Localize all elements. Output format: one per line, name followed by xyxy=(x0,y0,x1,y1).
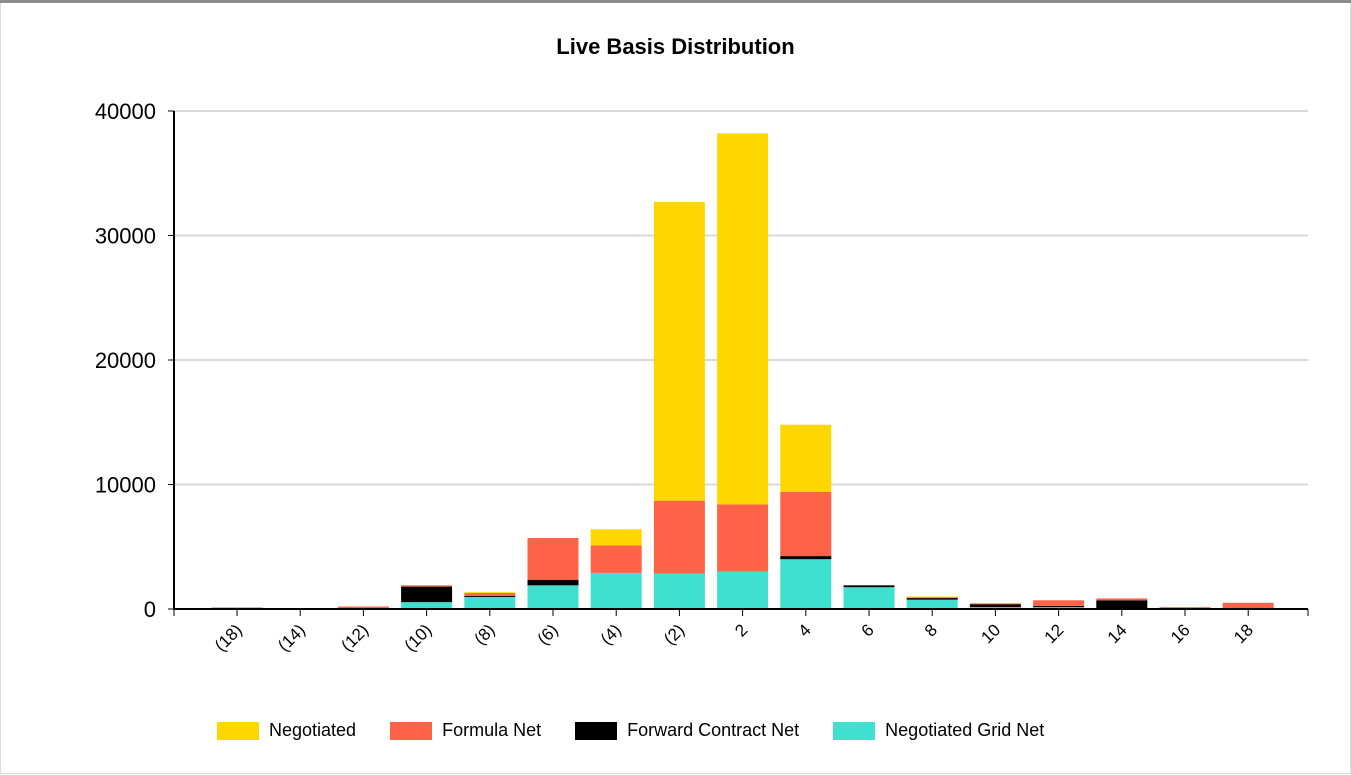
bar-segment xyxy=(401,585,453,587)
y-tick-label: 0 xyxy=(144,597,156,622)
y-tick-label: 10000 xyxy=(95,473,156,498)
legend-swatch xyxy=(390,721,433,740)
bar-segment xyxy=(906,597,958,599)
bar-segment xyxy=(1033,600,1085,606)
y-tick-label: 30000 xyxy=(95,224,156,249)
y-tick-labels: 0 10000 20000 30000 40000 xyxy=(95,99,156,622)
y-tick-label: 20000 xyxy=(95,348,156,373)
x-tick-label: 18 xyxy=(1230,620,1257,647)
legend: Negotiated Formula Net Forward Contract Ne… xyxy=(217,720,1078,741)
x-tick-label: (2) xyxy=(660,620,688,648)
bar-segment xyxy=(969,604,1021,608)
x-tick-label: 4 xyxy=(794,620,814,640)
bar-segment xyxy=(780,491,832,557)
x-tick-labels: (18) (14) (12) (10) (8) (6) (4) (2) 2 4 6 8 10 12 14 16… xyxy=(211,620,1257,655)
bars xyxy=(211,133,1274,610)
bar-segment xyxy=(843,585,895,588)
x-tick-label: 2 xyxy=(731,620,751,640)
x-tick-label: (8) xyxy=(470,620,498,648)
x-tick-label: 6 xyxy=(858,620,878,640)
bar-segment xyxy=(717,571,769,609)
x-tick-label: (6) xyxy=(534,620,562,648)
bar-segment xyxy=(906,597,958,600)
legend-item: Negotiated Grid Net xyxy=(833,720,1044,741)
bar-segment xyxy=(717,504,769,572)
bar-segment xyxy=(1222,602,1274,609)
bar-segment xyxy=(969,603,1021,605)
x-tick-label: (4) xyxy=(597,620,625,648)
x-tick-label: 8 xyxy=(921,620,941,640)
bar-segment xyxy=(527,585,579,609)
bar-segment xyxy=(1096,598,1148,601)
bar-segment xyxy=(464,592,516,594)
x-tick-label: (10) xyxy=(401,620,436,655)
bar-segment xyxy=(780,559,832,609)
bar-segment xyxy=(527,538,579,580)
bar-segment xyxy=(464,595,516,597)
legend-label: Forward Contract Net xyxy=(627,720,800,740)
legend-swatch xyxy=(833,721,876,740)
x-tick-label: 14 xyxy=(1104,620,1131,647)
bar-segment xyxy=(464,592,516,596)
bar-segment xyxy=(843,587,895,609)
bar-segment xyxy=(653,500,705,574)
bar-segment xyxy=(653,573,705,609)
bar-segment xyxy=(527,579,579,586)
bar-segment xyxy=(780,424,832,492)
bar-segment xyxy=(1033,605,1085,608)
bar-segment xyxy=(337,606,389,609)
bar-segment xyxy=(780,556,832,560)
bar-segment xyxy=(401,602,453,609)
legend-label: Negotiated Grid Net xyxy=(885,720,1045,740)
window-top-border xyxy=(0,0,1351,3)
legend-item: Forward Contract Net xyxy=(575,720,799,741)
bar-segment xyxy=(906,596,958,598)
legend-item: Negotiated xyxy=(217,720,356,741)
chart-title: Live Basis Distribution xyxy=(556,34,795,59)
bar-segment xyxy=(401,586,453,603)
legend-swatch xyxy=(217,721,259,740)
legend-label: Negotiated xyxy=(269,720,357,740)
legend-label: Formula Net xyxy=(442,720,542,740)
x-tick-label: (12) xyxy=(337,620,372,655)
x-tick-label: (18) xyxy=(211,620,246,655)
bar-segment xyxy=(590,572,642,609)
bar-segment xyxy=(590,529,642,546)
x-tick-label: 10 xyxy=(977,620,1004,647)
bar-segment xyxy=(590,545,642,573)
x-tick-label: 12 xyxy=(1041,620,1068,647)
legend-swatch xyxy=(575,721,618,740)
bar-segment xyxy=(464,596,516,609)
y-tick-label: 40000 xyxy=(95,99,156,124)
bar-segment xyxy=(653,201,705,501)
bar-segment xyxy=(906,599,958,609)
bar-segment xyxy=(717,133,769,505)
x-tick-label: (14) xyxy=(274,620,309,655)
axes xyxy=(168,110,1309,616)
legend-item: Formula Net xyxy=(390,720,541,741)
x-tick-label: 16 xyxy=(1167,620,1194,647)
bar-segment xyxy=(1096,600,1148,609)
